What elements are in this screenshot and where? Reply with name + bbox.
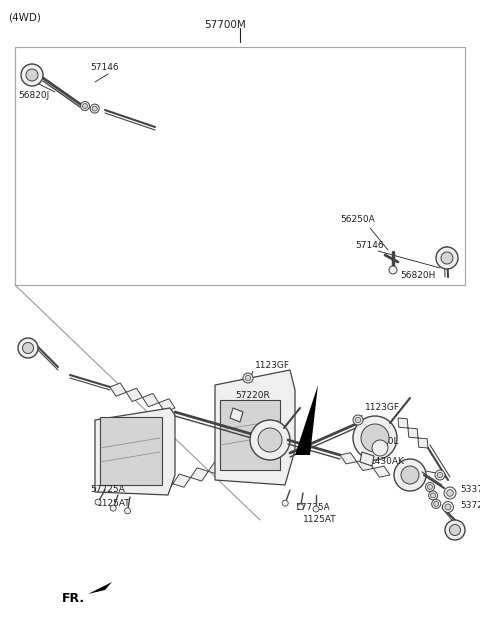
Text: 1125AT: 1125AT [97,499,131,508]
Circle shape [394,459,426,491]
Circle shape [428,484,432,489]
Circle shape [243,373,253,383]
Text: 56820H: 56820H [400,270,435,280]
Circle shape [449,524,460,536]
Circle shape [313,506,319,512]
Bar [15,47,465,285]
Circle shape [445,520,465,540]
Circle shape [445,504,451,510]
Circle shape [18,338,38,358]
Circle shape [432,499,441,508]
Bar [220,400,280,470]
Circle shape [21,64,43,86]
Circle shape [389,266,397,274]
Circle shape [435,470,445,480]
Circle shape [23,342,34,354]
Circle shape [434,502,439,507]
Text: 53725: 53725 [460,500,480,510]
Text: 57725A: 57725A [295,503,330,513]
Circle shape [250,420,290,460]
Text: 1123GF: 1123GF [255,360,290,370]
Polygon shape [360,452,374,466]
Bar [100,417,162,485]
Circle shape [282,500,288,506]
Circle shape [92,106,97,111]
Circle shape [26,69,38,81]
Circle shape [353,415,363,425]
Polygon shape [230,408,243,422]
Circle shape [401,466,419,484]
Circle shape [436,247,458,269]
Circle shape [110,505,116,511]
Text: 57146: 57146 [355,241,384,249]
Circle shape [429,491,438,500]
Text: 56820J: 56820J [18,91,49,99]
Circle shape [125,508,131,514]
Circle shape [81,102,89,110]
Circle shape [95,499,101,505]
Circle shape [83,104,87,109]
Circle shape [90,104,99,113]
Text: (4WD): (4WD) [8,12,41,22]
Text: 1125AT: 1125AT [303,515,336,524]
Polygon shape [95,408,175,495]
Polygon shape [155,455,237,494]
Text: 1123GF: 1123GF [365,404,400,413]
Text: 57220L: 57220L [365,437,398,447]
Text: 57725A: 57725A [90,486,125,494]
Polygon shape [215,370,295,485]
Polygon shape [88,582,112,594]
Circle shape [443,502,454,513]
Circle shape [441,252,453,264]
Polygon shape [398,418,428,448]
Circle shape [245,375,251,381]
Text: FR.: FR. [62,592,85,605]
Circle shape [353,416,397,460]
Circle shape [258,428,282,452]
Circle shape [447,490,453,496]
Text: 1430AK: 1430AK [370,457,405,466]
Text: 53371C: 53371C [460,486,480,494]
Circle shape [437,472,443,478]
Text: 57700M: 57700M [204,20,246,30]
Circle shape [355,417,361,423]
Circle shape [298,504,303,510]
Circle shape [361,424,389,452]
Polygon shape [110,383,175,412]
Circle shape [444,487,456,499]
Text: 56250A: 56250A [340,215,375,225]
Text: 57146: 57146 [90,64,119,73]
Polygon shape [340,453,390,477]
Circle shape [372,440,388,456]
Polygon shape [295,385,318,455]
Text: 57220R: 57220R [235,391,270,399]
Circle shape [431,493,435,498]
Circle shape [425,482,434,492]
